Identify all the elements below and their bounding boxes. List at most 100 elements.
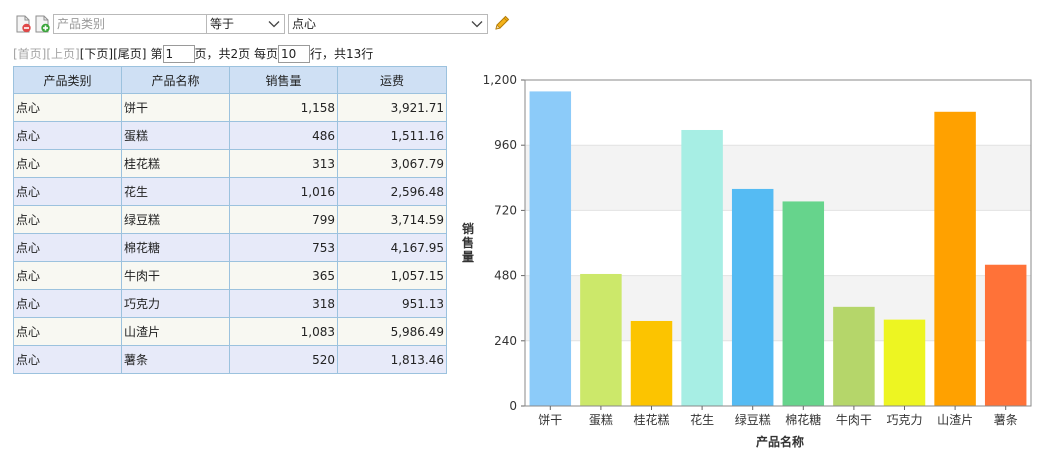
- table-row[interactable]: 点心 牛肉干 365 1,057.15: [13, 261, 447, 290]
- cell-category: 点心: [13, 121, 122, 150]
- page-total-label: 页，共2页 每页: [194, 47, 278, 61]
- column-header-freight[interactable]: 运费: [337, 66, 447, 94]
- chart-canvas: 0 240 480 720 960 1,200 饼干 蛋糕 桂花糕 花生 绿豆糕 棉花糖 牛肉干 巧克力 山…: [462, 73, 1032, 449]
- cell-freight: 1,057.15: [337, 261, 447, 290]
- cell-product: 棉花糖: [121, 233, 230, 262]
- last-page-link[interactable]: [尾页]: [113, 47, 147, 61]
- cell-product: 花生: [121, 177, 230, 206]
- value-select[interactable]: 点心: [288, 14, 488, 34]
- filter-toolbar: 等于 点心: [13, 13, 513, 35]
- cell-category: 点心: [13, 205, 122, 234]
- table-row[interactable]: 点心 饼干 1,158 3,921.71: [13, 93, 447, 122]
- y-axis-title-char: 售: [462, 235, 474, 250]
- cell-product: 巧克力: [121, 289, 230, 318]
- cell-quantity: 318: [229, 289, 338, 318]
- cell-product: 蛋糕: [121, 121, 230, 150]
- cell-freight: 3,921.71: [337, 93, 447, 122]
- table-row[interactable]: 点心 蛋糕 486 1,511.16: [13, 121, 447, 150]
- sales-bar-chart: 0 240 480 720 960 1,200 饼干 蛋糕 桂花糕 花生 绿豆糕 棉花糖 牛肉干 巧克力 山…: [455, 66, 1048, 452]
- column-header-product[interactable]: 产品名称: [121, 66, 230, 94]
- table-row[interactable]: 点心 薯条 520 1,813.46: [13, 345, 447, 374]
- bar-巧克力[interactable]: [883, 319, 926, 406]
- cell-category: 点心: [13, 93, 122, 122]
- x-tick-label: 山渣片: [937, 413, 973, 427]
- cell-quantity: 365: [229, 261, 338, 290]
- bar-牛肉干[interactable]: [833, 306, 875, 406]
- table-row[interactable]: 点心 巧克力 318 951.13: [13, 289, 447, 318]
- y-tick-label: 0: [509, 399, 517, 413]
- bar-花生[interactable]: [681, 129, 723, 406]
- chevron-down-icon: [268, 18, 280, 30]
- cell-product: 桂花糕: [121, 149, 230, 178]
- cell-category: 点心: [13, 233, 122, 262]
- bar-饼干[interactable]: [529, 91, 572, 406]
- y-axis-title-char: 量: [462, 250, 474, 264]
- cell-quantity: 799: [229, 205, 338, 234]
- table-row[interactable]: 点心 花生 1,016 2,596.48: [13, 177, 447, 206]
- cell-category: 点心: [13, 149, 122, 178]
- bar-桂花糕[interactable]: [630, 320, 673, 406]
- cell-product: 薯条: [121, 345, 230, 374]
- cell-freight: 5,986.49: [337, 317, 447, 346]
- bar-绿豆糕[interactable]: [731, 188, 774, 406]
- first-page-link: [首页]: [13, 47, 47, 61]
- x-tick-label: 蛋糕: [589, 413, 613, 427]
- chevron-down-icon: [471, 18, 483, 30]
- y-tick-label: 960: [494, 138, 517, 152]
- column-header-quantity[interactable]: 销售量: [229, 66, 338, 94]
- bar-蛋糕[interactable]: [580, 273, 622, 406]
- pencil-icon[interactable]: [493, 14, 511, 32]
- cell-quantity: 1,083: [229, 317, 338, 346]
- column-header-category[interactable]: 产品类别: [13, 66, 122, 94]
- x-tick-label: 花生: [690, 412, 714, 427]
- y-axis-title-char: 销: [462, 221, 474, 236]
- y-tick-label: 240: [494, 334, 517, 348]
- table-row[interactable]: 点心 棉花糖 753 4,167.95: [13, 233, 447, 262]
- table-row[interactable]: 点心 桂花糕 313 3,067.79: [13, 149, 447, 178]
- current-page-input[interactable]: [162, 45, 195, 63]
- cell-category: 点心: [13, 261, 122, 290]
- cell-freight: 1,813.46: [337, 345, 447, 374]
- cell-freight: 2,596.48: [337, 177, 447, 206]
- prev-page-link: [上页]: [46, 47, 80, 61]
- cell-freight: 4,167.95: [337, 233, 447, 262]
- operator-select[interactable]: 等于: [206, 14, 285, 34]
- cell-quantity: 753: [229, 233, 338, 262]
- bar-山渣片[interactable]: [934, 111, 976, 406]
- x-tick-label: 绿豆糕: [735, 412, 771, 427]
- page-size-input[interactable]: [277, 45, 310, 63]
- cell-product: 山渣片: [121, 317, 230, 346]
- x-tick-label: 牛肉干: [836, 412, 872, 427]
- page-prefix-label: 第: [150, 47, 163, 61]
- cell-product: 牛肉干: [121, 261, 230, 290]
- y-axis-title: 销售量: [462, 221, 474, 264]
- bar-薯条[interactable]: [984, 264, 1027, 406]
- table-body: 点心 饼干 1,158 3,921.71 点心 蛋糕 486 1,511.16 点心 桂花糕 313…: [13, 93, 447, 374]
- cell-freight: 951.13: [337, 289, 447, 318]
- x-axis-title: 产品名称: [756, 434, 804, 449]
- table-row[interactable]: 点心 山渣片 1,083 5,986.49: [13, 317, 447, 346]
- sales-table: 产品类别 产品名称 销售量 运费 点心 饼干 1,158 3,921.71 点心 蛋糕 48…: [13, 66, 447, 374]
- cell-freight: 3,067.79: [337, 149, 447, 178]
- bar-棉花糖[interactable]: [782, 201, 825, 406]
- row-total-label: 行，共13行: [309, 47, 374, 61]
- table-row[interactable]: 点心 绿豆糕 799 3,714.59: [13, 205, 447, 234]
- cell-category: 点心: [13, 317, 122, 346]
- cell-category: 点心: [13, 345, 122, 374]
- remove-condition-icon[interactable]: [15, 15, 32, 33]
- cell-quantity: 313: [229, 149, 338, 178]
- operator-select-value: 等于: [210, 17, 235, 31]
- pagination-bar: [首页] [上页] [下页] [尾页] 第 页，共2页 每页 行，共13行: [13, 44, 373, 64]
- cell-freight: 1,511.16: [337, 121, 447, 150]
- y-tick-label: 480: [494, 269, 517, 283]
- y-tick-label: 720: [494, 203, 517, 217]
- next-page-link[interactable]: [下页]: [79, 47, 114, 61]
- field-name-input[interactable]: [53, 14, 215, 34]
- cell-quantity: 486: [229, 121, 338, 150]
- y-tick-label: 1,200: [483, 73, 517, 87]
- x-tick-label: 饼干: [538, 413, 562, 427]
- x-tick-label: 棉花糖: [785, 412, 821, 427]
- x-tick-label: 薯条: [994, 413, 1018, 427]
- table-header-row: 产品类别 产品名称 销售量 运费: [13, 66, 447, 94]
- add-condition-icon[interactable]: [34, 15, 51, 33]
